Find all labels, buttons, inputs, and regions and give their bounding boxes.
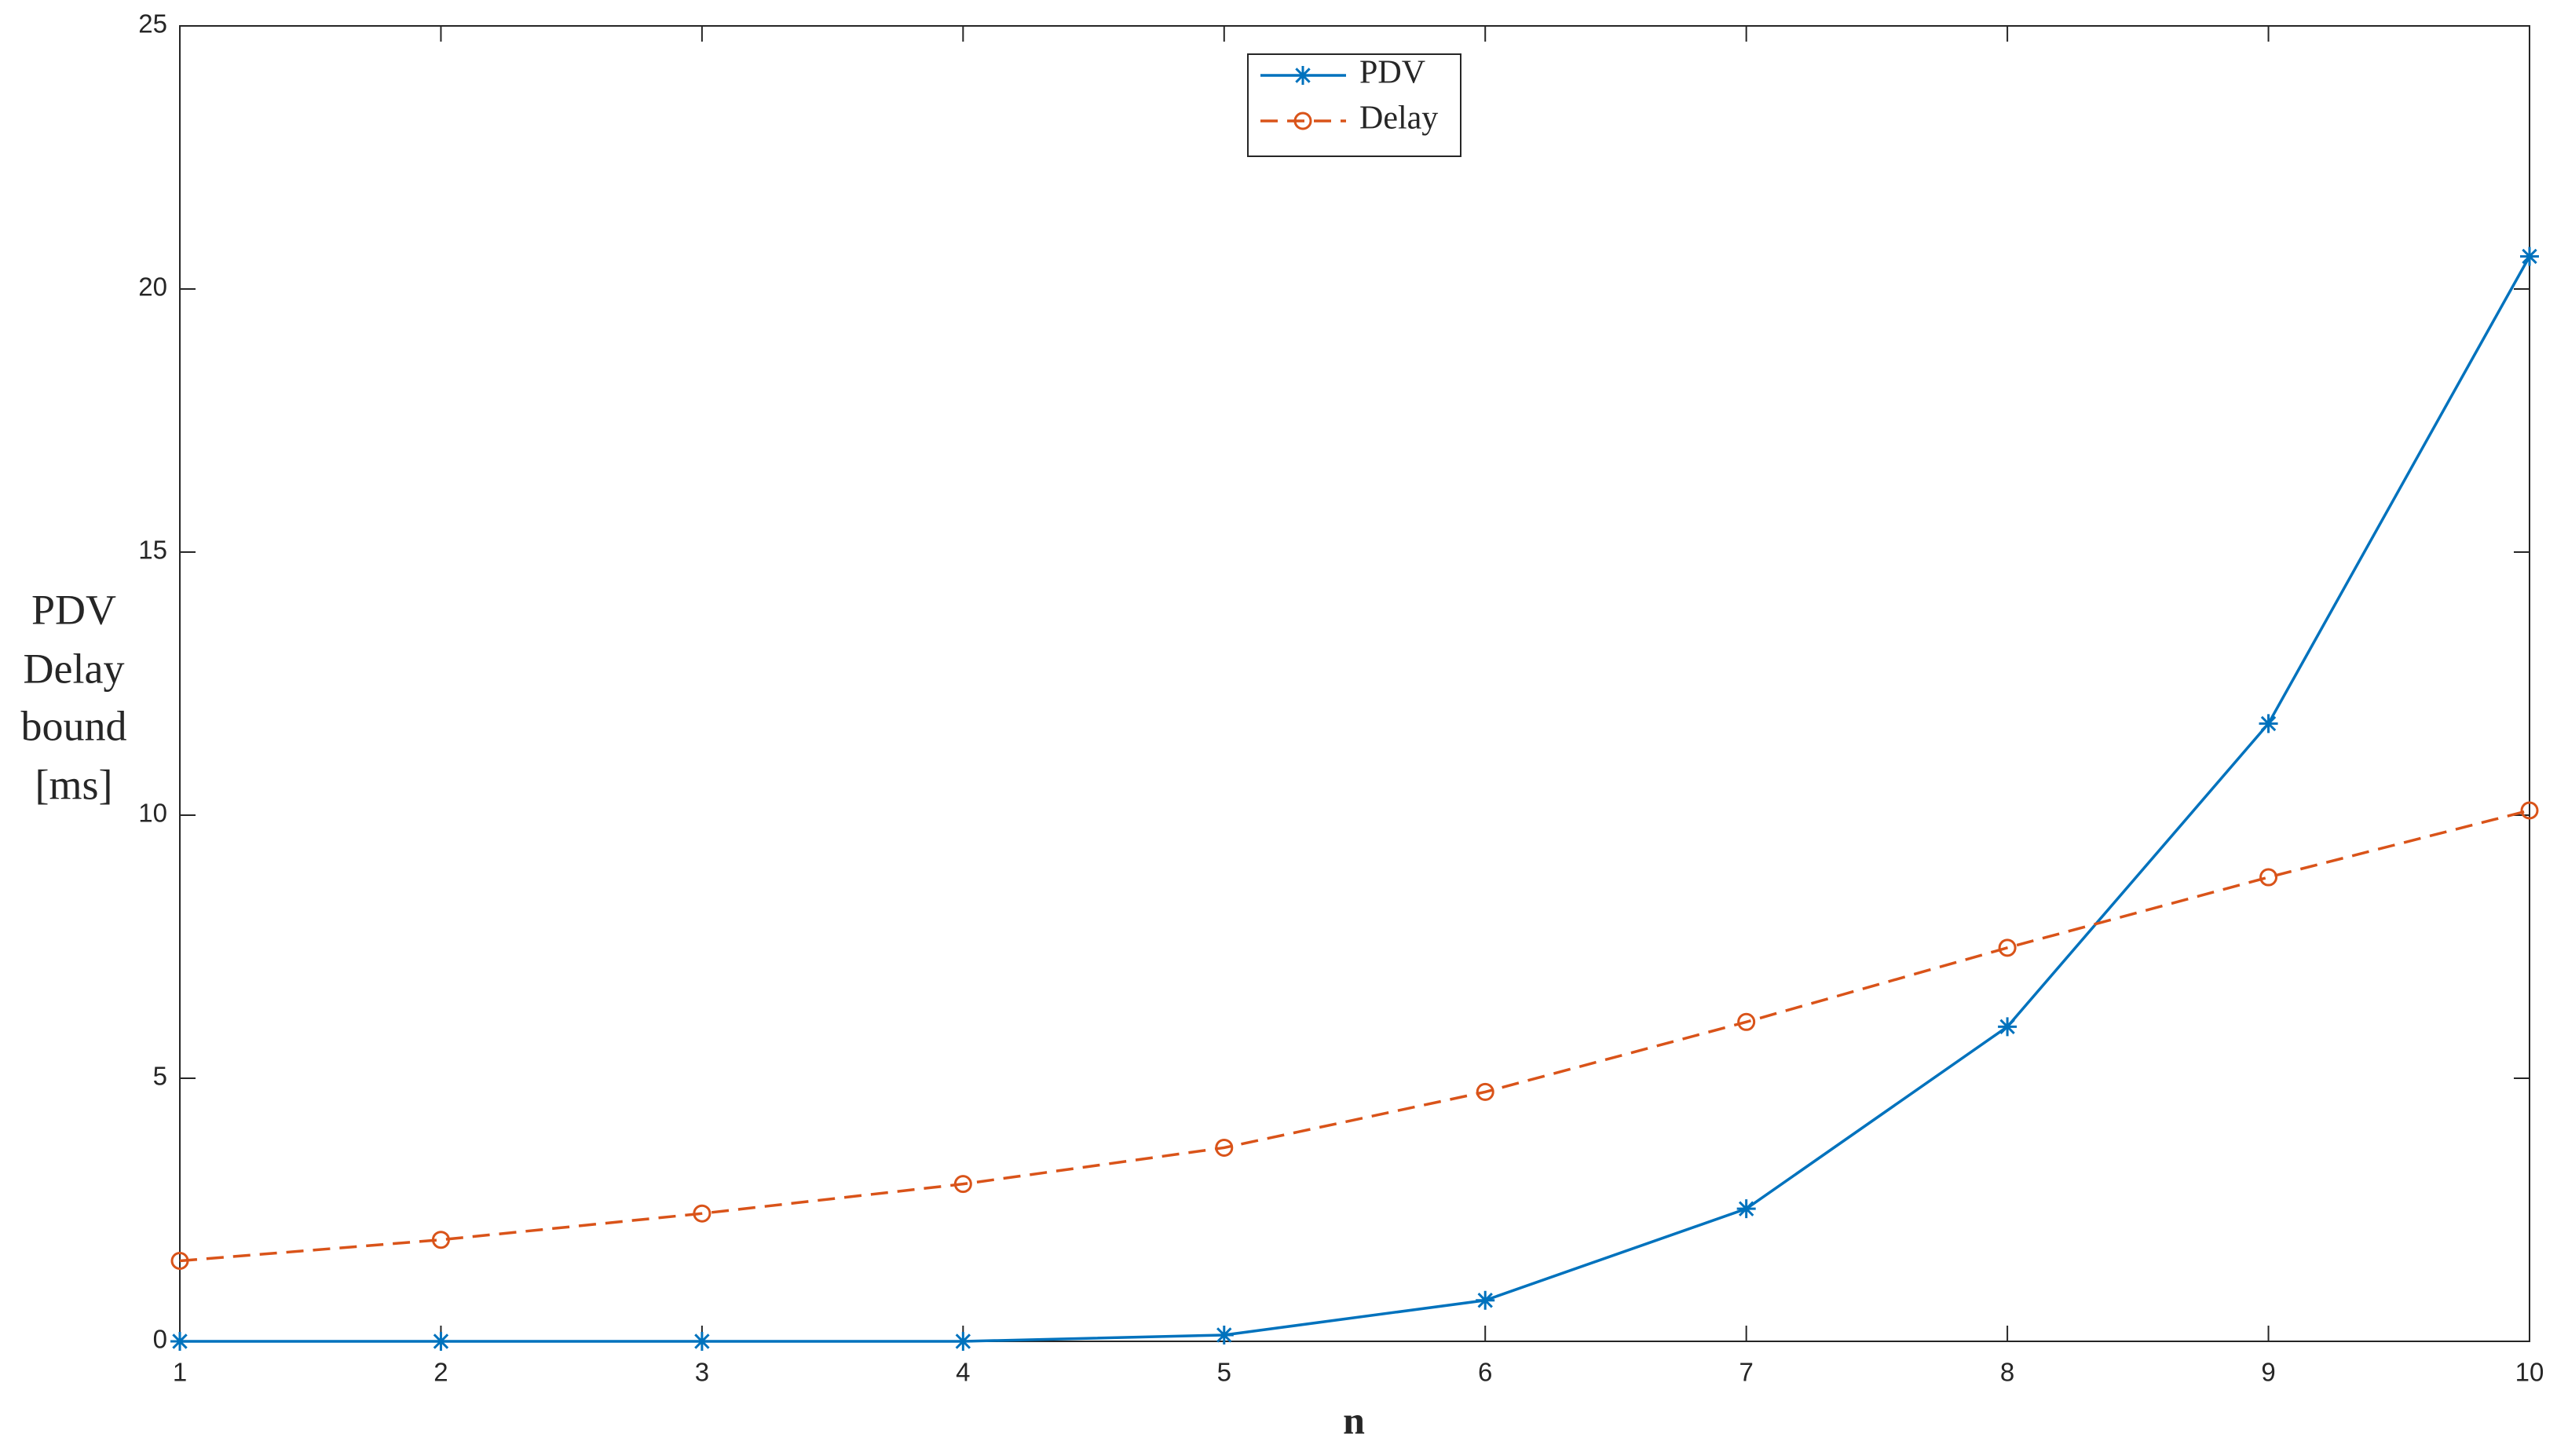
data-point — [2259, 714, 2278, 733]
y-tick-label: 25 — [138, 9, 167, 38]
data-point — [1214, 1325, 1234, 1344]
series-line — [180, 255, 2531, 1343]
x-tick-label: 10 — [2515, 1358, 2544, 1387]
legend-label: PDV — [1359, 55, 1425, 91]
data-point — [1998, 1017, 2017, 1037]
data-point — [431, 1332, 451, 1351]
data-point — [693, 1204, 712, 1223]
data-point — [431, 1231, 450, 1249]
data-point — [1476, 1082, 1494, 1101]
y-axis-label: bound — [21, 702, 127, 749]
x-tick-label: 1 — [173, 1358, 187, 1387]
x-tick-label: 9 — [2261, 1358, 2275, 1387]
data-point — [170, 1251, 189, 1270]
data-point — [692, 1332, 712, 1351]
x-tick-label: 6 — [1478, 1358, 1492, 1387]
legend-label: Delay — [1359, 101, 1438, 137]
x-tick-label: 3 — [695, 1358, 709, 1387]
y-tick-label: 20 — [138, 273, 167, 302]
plot-area — [179, 25, 2530, 1342]
series-line — [179, 809, 2530, 1263]
y-axis-label: Delay — [24, 645, 125, 692]
y-tick-label: 10 — [138, 799, 167, 828]
x-tick-label: 7 — [1739, 1358, 1753, 1387]
x-tick-label: 2 — [433, 1358, 448, 1387]
legend-box — [1247, 53, 1461, 157]
legend: PDV Delay — [1247, 53, 1461, 157]
y-tick-label: 0 — [153, 1325, 167, 1354]
y-tick-label: 15 — [138, 536, 167, 565]
y-tick-label: 5 — [153, 1062, 167, 1091]
data-point — [953, 1332, 973, 1351]
data-point — [2520, 247, 2539, 266]
data-point — [170, 1332, 189, 1351]
data-point — [1476, 1290, 1495, 1310]
x-tick-label: 5 — [1217, 1358, 1231, 1387]
legend-marker — [1293, 112, 1312, 130]
data-point — [1215, 1138, 1234, 1157]
data-point — [1736, 1199, 1756, 1219]
x-tick-label: 4 — [956, 1358, 970, 1387]
data-point — [2259, 868, 2278, 887]
data-point — [953, 1175, 972, 1194]
x-tick-label: 8 — [2000, 1358, 2014, 1387]
data-point — [2520, 801, 2539, 820]
x-axis-label: n — [1343, 1398, 1365, 1442]
y-axis-label: [ms] — [35, 761, 113, 808]
legend-marker — [1293, 66, 1312, 85]
data-point — [1998, 938, 2017, 957]
data-point — [1737, 1012, 1756, 1031]
y-axis-label: PDV — [31, 586, 116, 633]
